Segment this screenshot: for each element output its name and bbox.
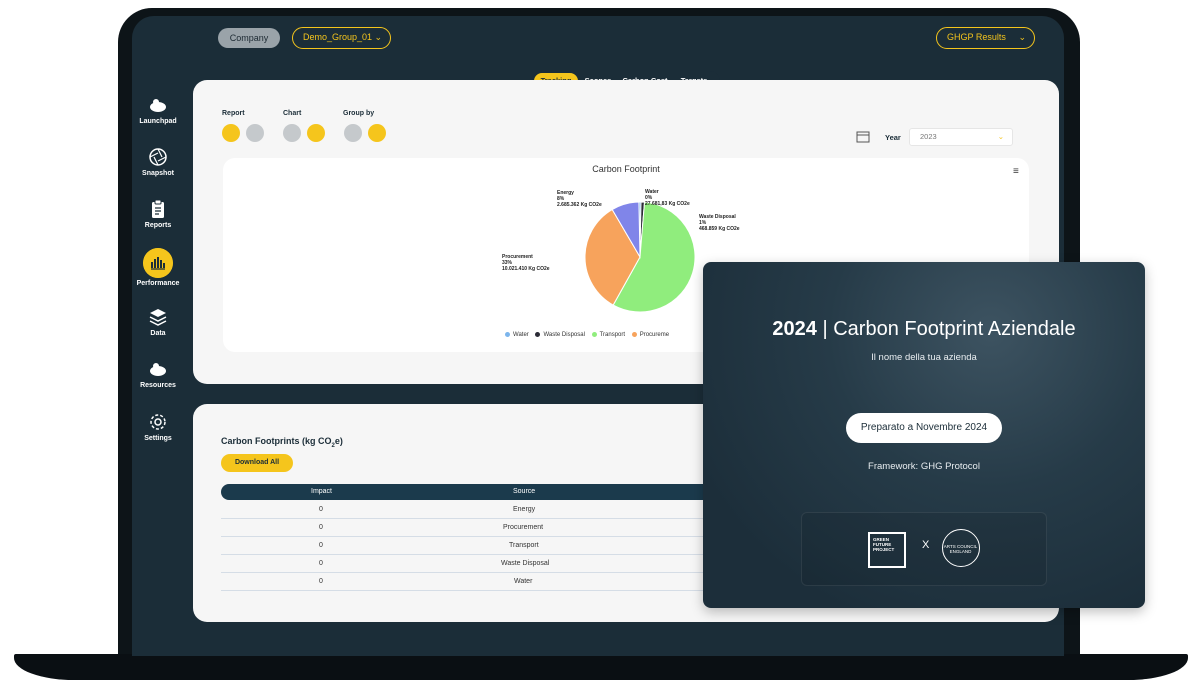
year-label: Year <box>885 133 901 142</box>
chart-legend: Water Waste Disposal Transport Procureme <box>505 332 669 338</box>
group-option-icon[interactable] <box>368 124 386 142</box>
cell-source: Waste Disposal <box>501 560 550 567</box>
cell-source: Water <box>514 578 533 585</box>
pie-slice-transport[interactable] <box>612 201 696 313</box>
sidebar-item-label: Settings <box>144 435 172 442</box>
results-select-value: GHGP Results <box>947 32 1006 42</box>
slice-label-energy: Energy 8% 2.685.362 Kg CO2e <box>557 190 602 208</box>
chevron-down-icon: ⌄ <box>997 132 1004 141</box>
menu-icon[interactable]: ≡ <box>1013 166 1019 177</box>
table-row[interactable]: 0 Waste Disposal <box>221 555 1033 573</box>
cover-title: 2024 | Carbon Footprint Aziendale <box>772 318 1076 340</box>
slice-label-water-text: Water 0% 27.681,83 Kg CO2e <box>645 189 690 207</box>
cell-impact: 0 <box>319 542 323 549</box>
rocket-icon <box>150 363 166 376</box>
cell-impact: 0 <box>319 560 323 567</box>
sidebar-item-data[interactable]: Data <box>132 306 184 337</box>
cover-subtitle: Il nome della tua azienda <box>871 352 977 363</box>
cell-impact: 0 <box>319 506 323 513</box>
table-row[interactable]: 0 Transport <box>221 537 1033 555</box>
rocket-icon <box>150 99 166 112</box>
pie-chart <box>584 201 696 313</box>
prepared-date-badge: Preparato a Novembre 2024 <box>846 413 1002 443</box>
pie-slice-procurement[interactable] <box>584 208 641 306</box>
year-select-value: 2023 <box>920 132 937 141</box>
year-select[interactable]: 2023 ⌄ <box>909 128 1013 146</box>
sidebar-item-label: Performance <box>136 280 180 287</box>
chevron-down-icon: ⌄ <box>1018 32 1026 42</box>
sidebar-item-label: Reports <box>144 222 172 229</box>
green-future-project-logo: GREEN FUTURE PROJECT <box>868 532 906 568</box>
cell-impact: 0 <box>319 524 323 531</box>
layers-icon <box>149 309 167 326</box>
sidebar-item-reports[interactable]: Reports <box>132 198 184 229</box>
aperture-icon <box>149 148 167 166</box>
bar-chart-option-icon[interactable] <box>283 124 301 142</box>
cell-source: Procurement <box>503 524 544 531</box>
cell-impact: 0 <box>319 578 323 585</box>
legend-item-waste[interactable]: Waste Disposal <box>535 332 585 338</box>
calendar-icon[interactable] <box>856 130 870 143</box>
logo-separator: X <box>922 539 930 551</box>
group-option-icon[interactable] <box>344 124 362 142</box>
slice-label-waste: Waste Disposal 1% 468.859 Kg CO2e <box>699 214 740 232</box>
slice-label-water: Water 0% 27.681,83 Kg CO2e <box>645 189 690 207</box>
group-select-value: Demo_Group_01 <box>303 32 373 42</box>
bar-chart-icon <box>143 248 173 278</box>
sidebar-item-label: Data <box>150 330 166 337</box>
chart-title: Carbon Footprint <box>592 164 660 174</box>
results-select[interactable]: GHGP Results ⌄ <box>936 27 1035 49</box>
group-by-label: Group by <box>343 110 375 117</box>
slice-label-procurement: Procurement 33% 10.021.410 Kg CO2e <box>502 254 550 272</box>
chart-label: Chart <box>283 110 302 117</box>
column-header-impact[interactable]: Impact <box>311 488 333 495</box>
slice-label-procurement-text: Procurement 33% 10.021.410 Kg CO2e <box>502 254 550 272</box>
sidebar-item-resources[interactable]: Resources <box>132 358 184 389</box>
sidebar-item-label: Launchpad <box>139 118 177 125</box>
report-cover-card: 2024 | Carbon Footprint Aziendale Il nom… <box>703 262 1145 608</box>
clipboard-icon <box>152 199 164 218</box>
sidebar-item-settings[interactable]: Settings <box>132 411 184 442</box>
group-select[interactable]: Demo_Group_01 ⌄ <box>292 27 391 49</box>
column-header-source[interactable]: Source <box>513 488 536 495</box>
download-all-button[interactable]: Download All <box>221 454 293 472</box>
pie-slice-energy[interactable] <box>611 201 641 259</box>
table-row[interactable]: 0 Energy <box>221 501 1033 519</box>
report-option-icon[interactable] <box>222 124 240 142</box>
chevron-down-icon: ⌄ <box>374 32 382 42</box>
table-row[interactable]: 0 Water <box>221 573 1033 591</box>
slice-label-waste-text: Waste Disposal 1% 468.859 Kg CO2e <box>699 214 740 232</box>
sidebar-item-label: Resources <box>140 382 176 389</box>
legend-item-water[interactable]: Water <box>505 332 529 338</box>
pie-chart-option-icon[interactable] <box>307 124 325 142</box>
cell-source: Energy <box>513 506 536 513</box>
laptop-base <box>14 654 1188 680</box>
framework-text: Framework: GHG Protocol <box>868 461 980 472</box>
legend-item-transport[interactable]: Transport <box>591 332 625 338</box>
report-label: Report <box>222 110 245 117</box>
report-option-icon[interactable] <box>246 124 264 142</box>
sidebar-item-snapshot[interactable]: Snapshot <box>132 146 184 177</box>
gear-icon <box>150 414 166 430</box>
table-title: Carbon Footprints (kg CO2e) <box>221 436 343 449</box>
arts-council-england-logo: ARTS COUNCIL ENGLAND <box>942 529 980 567</box>
legend-item-procurement[interactable]: Procureme <box>631 332 669 338</box>
cell-source: Transport <box>509 542 539 549</box>
sidebar-item-performance[interactable]: Performance <box>132 248 184 287</box>
sidebar-item-launchpad[interactable]: Launchpad <box>132 94 184 125</box>
table-row[interactable]: 0 Procurement <box>221 519 1033 537</box>
slice-label-energy-text: Energy 8% 2.685.362 Kg CO2e <box>557 190 602 208</box>
company-button[interactable]: Company <box>218 28 280 48</box>
sidebar-item-label: Snapshot <box>142 170 174 177</box>
partner-logos: GREEN FUTURE PROJECT X ARTS COUNCIL ENGL… <box>801 512 1047 586</box>
